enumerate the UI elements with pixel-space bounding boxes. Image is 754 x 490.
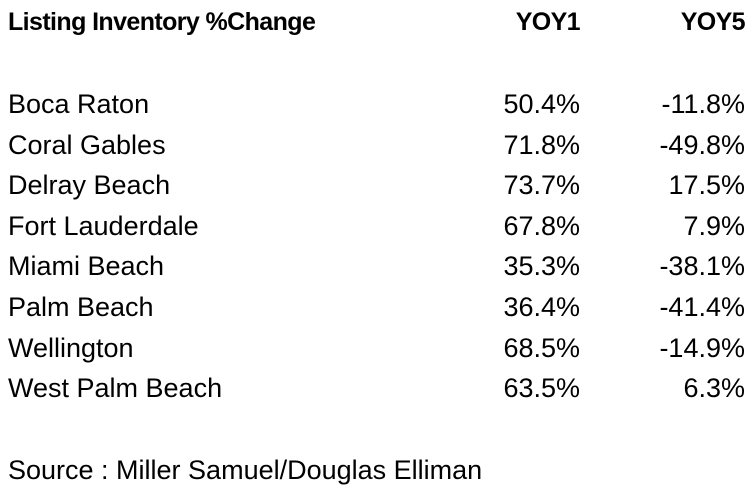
percent-change: 73.7%	[503, 170, 580, 201]
city-name: Miami Beach	[8, 251, 165, 282]
city-name: West Palm Beach	[8, 373, 223, 404]
percent-change: 71.8%	[503, 129, 580, 160]
percent-change: 7.9%	[683, 210, 745, 241]
percent-change: -38.1%	[659, 251, 745, 282]
percent-change: -49.8%	[659, 129, 745, 160]
percent-change: 68.5%	[503, 332, 580, 363]
percent-change: 6.3%	[683, 373, 745, 404]
percent-change: -14.9%	[659, 332, 745, 363]
percent-change: -11.8%	[661, 89, 745, 119]
percent-change: 36.4%	[503, 292, 580, 322]
percent-change: 35.3%	[503, 251, 580, 282]
percent-change: -41.4%	[659, 292, 745, 322]
city-name: Boca Raton	[8, 89, 150, 119]
header-cell: YOY1	[515, 8, 581, 36]
source-note: Source : Miller Samuel/Douglas Elliman	[8, 455, 483, 485]
city-name: Coral Gables	[8, 129, 166, 160]
percent-change: 17.5%	[668, 170, 745, 201]
percent-change: 50.4%	[503, 89, 580, 119]
percent-change: 67.8%	[503, 210, 580, 241]
city-name: Wellington	[8, 332, 134, 363]
header-cell: YOY5	[680, 8, 746, 36]
city-name: Fort Lauderdale	[8, 210, 199, 241]
city-name: Palm Beach	[8, 292, 154, 322]
percent-change: 63.5%	[503, 373, 580, 404]
city-name: Delray Beach	[8, 170, 171, 201]
header-cell: Listing Inventory %Change	[8, 8, 316, 36]
